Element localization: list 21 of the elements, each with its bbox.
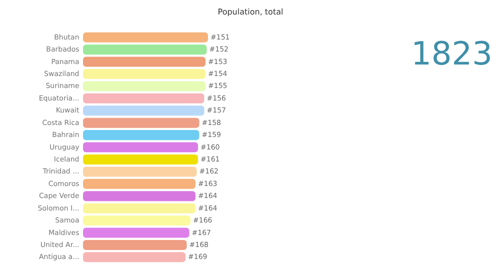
bar (83, 203, 196, 214)
bar (83, 166, 197, 177)
bar (83, 106, 204, 116)
bar (83, 228, 190, 238)
bar (83, 252, 186, 262)
bar (83, 191, 196, 202)
bar (83, 81, 206, 92)
bar (83, 69, 206, 80)
bar (83, 118, 200, 128)
bar (83, 130, 200, 140)
bar (83, 142, 198, 152)
bar (83, 178, 196, 189)
text: 1823 (411, 34, 492, 72)
bar (83, 154, 198, 164)
bar (83, 32, 208, 42)
bar (83, 240, 187, 250)
bar (83, 44, 207, 55)
bar (83, 56, 206, 67)
text: Population, total (218, 8, 284, 16)
bar (83, 93, 204, 104)
bar (83, 216, 190, 226)
